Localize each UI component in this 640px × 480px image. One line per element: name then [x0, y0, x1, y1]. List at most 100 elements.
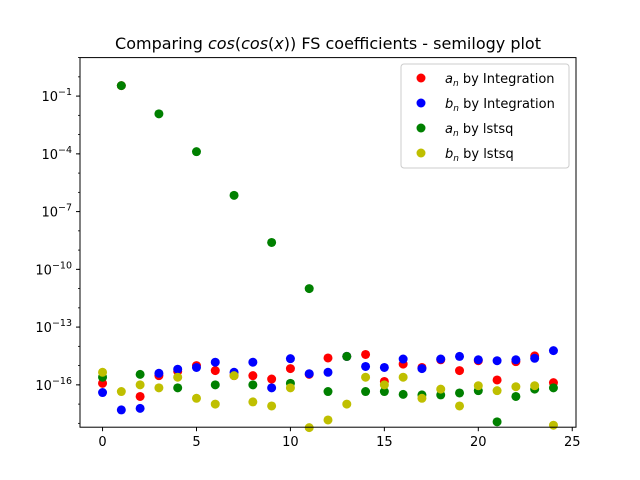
point-bn-lstsq-13	[342, 399, 352, 409]
y-tick-label--16: 10−16	[35, 376, 72, 394]
point-bn-integration-24	[548, 346, 558, 356]
point-an-integration-10	[285, 364, 295, 374]
point-bn-integration-5	[191, 362, 201, 372]
point-bn-lstsq-4	[173, 372, 183, 382]
point-an-lstsq-19	[455, 388, 465, 398]
point-bn-lstsq-12	[323, 415, 333, 425]
point-bn-integration-9	[267, 383, 277, 393]
point-bn-integration-23	[530, 353, 540, 363]
point-bn-integration-19	[455, 351, 465, 361]
point-an-lstsq-2	[135, 369, 145, 379]
y-tick-label--7: 10−7	[41, 203, 72, 221]
legend-label-bn-integration: bn by Integration	[445, 97, 555, 114]
point-bn-lstsq-21	[492, 386, 502, 396]
point-bn-integration-2	[135, 403, 145, 413]
point-bn-lstsq-9	[267, 401, 277, 411]
point-an-lstsq-3	[154, 109, 164, 119]
x-tick-label-5: 5	[192, 435, 200, 450]
point-an-integration-14	[361, 349, 371, 359]
plot-frame	[79, 57, 577, 428]
chart-title: Comparing cos(cos(x)) FS coefficients - …	[115, 34, 541, 53]
point-an-lstsq-7	[229, 190, 239, 200]
point-an-lstsq-14	[361, 387, 371, 397]
point-an-lstsq-21	[492, 417, 502, 427]
point-bn-lstsq-0	[98, 367, 108, 377]
point-bn-integration-4	[173, 364, 183, 374]
x-tick-label-15: 15	[376, 435, 393, 450]
point-bn-integration-6	[210, 357, 220, 367]
legend: an by Integration bn by Integration an by …	[400, 63, 570, 169]
point-bn-integration-14	[361, 361, 371, 371]
point-bn-lstsq-23	[530, 381, 540, 391]
point-bn-integration-15	[379, 362, 389, 372]
x-tick-label-0: 0	[98, 435, 106, 450]
x-axis: 0 5 10 15 20 25	[98, 427, 581, 450]
point-an-lstsq-16	[398, 389, 408, 399]
point-bn-integration-20	[473, 355, 483, 365]
point-bn-integration-11	[304, 369, 314, 379]
legend-marker-an-lstsq	[416, 123, 426, 133]
point-bn-lstsq-19	[455, 401, 465, 411]
y-tick-label--13: 10−13	[35, 318, 72, 336]
point-an-lstsq-22	[511, 391, 521, 401]
point-bn-lstsq-10	[285, 383, 295, 393]
legend-label-an-lstsq: an by lstsq	[445, 122, 513, 139]
point-bn-integration-12	[323, 367, 333, 377]
y-tick-label--10: 10−10	[35, 260, 72, 278]
point-bn-integration-1	[116, 405, 126, 415]
point-an-integration-6	[210, 366, 220, 376]
data-marks	[98, 81, 558, 433]
point-bn-lstsq-7	[229, 371, 239, 381]
point-an-integration-2	[135, 391, 145, 401]
legend-box	[400, 63, 570, 169]
point-bn-integration-16	[398, 354, 408, 364]
point-an-integration-21	[492, 375, 502, 385]
point-an-integration-12	[323, 353, 333, 363]
legend-marker-an-integration	[416, 73, 426, 83]
point-bn-lstsq-16	[398, 372, 408, 382]
point-bn-lstsq-18	[436, 384, 446, 394]
point-bn-lstsq-20	[473, 381, 483, 391]
point-an-lstsq-12	[323, 387, 333, 397]
point-bn-lstsq-8	[248, 397, 258, 407]
x-tick-label-25: 25	[564, 435, 581, 450]
point-an-lstsq-5	[191, 147, 201, 157]
point-bn-integration-0	[98, 388, 108, 398]
point-bn-lstsq-14	[361, 372, 371, 382]
point-an-integration-8	[248, 371, 258, 381]
point-an-lstsq-9	[267, 237, 277, 247]
y-tick-label--4: 10−4	[41, 145, 72, 163]
legend-label-bn-lstsq: bn by lstsq	[445, 147, 514, 164]
legend-label-an-integration: an by Integration	[445, 72, 555, 89]
point-an-lstsq-8	[248, 380, 258, 390]
point-bn-lstsq-22	[511, 382, 521, 392]
legend-marker-bn-lstsq	[416, 148, 426, 158]
point-an-integration-9	[267, 374, 277, 384]
point-bn-lstsq-5	[191, 393, 201, 403]
point-bn-lstsq-3	[154, 383, 164, 393]
y-tick-label--1: 10−1	[41, 87, 72, 105]
y-axis: 10−1 10−4 10−7 10−10 10−13 10−16	[35, 57, 80, 424]
point-bn-integration-21	[492, 356, 502, 366]
point-an-lstsq-11	[304, 284, 314, 294]
point-bn-integration-18	[436, 354, 446, 364]
point-an-lstsq-13	[342, 351, 352, 361]
x-tick-label-10: 10	[282, 435, 299, 450]
point-an-lstsq-15	[379, 387, 389, 397]
point-bn-integration-17	[417, 364, 427, 374]
point-bn-integration-3	[154, 368, 164, 378]
point-an-lstsq-24	[548, 383, 558, 393]
point-bn-integration-22	[511, 355, 521, 365]
point-bn-integration-10	[285, 354, 295, 364]
point-bn-lstsq-17	[417, 393, 427, 403]
point-an-lstsq-6	[210, 380, 220, 390]
legend-marker-bn-integration	[416, 98, 426, 108]
point-bn-lstsq-6	[210, 399, 220, 409]
point-bn-lstsq-2	[135, 380, 145, 390]
x-tick-label-20: 20	[470, 435, 487, 450]
point-bn-integration-8	[248, 357, 258, 367]
point-bn-lstsq-1	[116, 387, 126, 397]
point-an-lstsq-1	[116, 81, 126, 91]
point-bn-lstsq-24	[548, 420, 558, 430]
